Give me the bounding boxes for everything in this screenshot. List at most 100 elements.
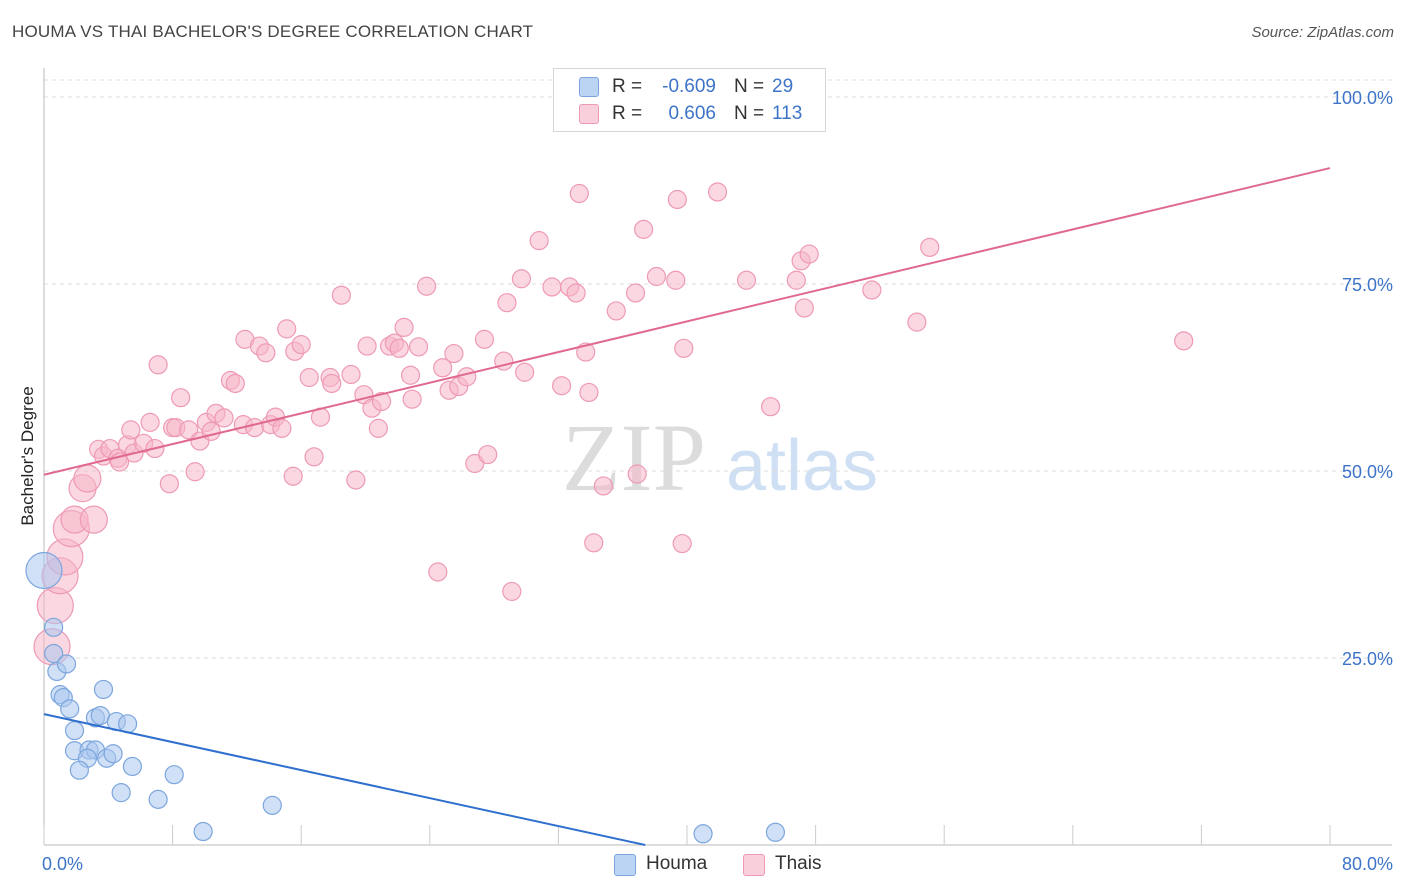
thai-point <box>646 266 667 287</box>
trend-lines <box>43 167 1331 846</box>
thai-point <box>579 382 599 403</box>
n-label: N = <box>734 103 765 124</box>
thai-point <box>140 412 160 432</box>
thai-point <box>625 283 646 303</box>
thai-point <box>474 329 495 349</box>
houma-point <box>93 679 114 700</box>
thai-point <box>707 182 728 202</box>
thai-point <box>400 365 421 385</box>
houma-point <box>60 699 80 719</box>
thai-point <box>272 418 292 438</box>
thai-point <box>672 533 692 554</box>
houma-point <box>693 824 713 844</box>
thai-point <box>304 447 324 467</box>
legend-row-thai: R = 0.606 N = 113 <box>554 100 825 126</box>
thai-point <box>457 367 477 387</box>
thai-point <box>569 183 589 204</box>
y-tick-label: 100.0% <box>1332 88 1393 108</box>
thai-point <box>428 562 448 582</box>
thai-point <box>786 270 806 290</box>
thai-point <box>1174 331 1194 351</box>
chart-title: HOUMA VS THAI BACHELOR'S DEGREE CORRELAT… <box>12 22 534 41</box>
thai-point <box>341 364 361 385</box>
n-value: 29 <box>772 76 794 97</box>
thai-point <box>674 338 694 358</box>
thai-point <box>185 462 205 482</box>
houma-point <box>103 744 123 764</box>
x-tick-label: 0.0% <box>42 854 83 874</box>
thai-point <box>322 373 342 394</box>
thai-point <box>433 358 453 378</box>
thai-point <box>79 505 108 534</box>
houma-point <box>111 783 131 803</box>
n-value: 113 <box>772 103 803 124</box>
thai-point <box>368 418 388 438</box>
thai-point <box>201 421 221 441</box>
thai-point <box>736 270 757 290</box>
houma-point <box>64 720 85 741</box>
r-value: 0.606 <box>668 103 716 124</box>
thai-point <box>357 336 377 356</box>
thai-point <box>171 388 191 408</box>
thai-point <box>214 408 234 428</box>
thai-swatch <box>743 854 765 876</box>
thai-point <box>584 533 604 553</box>
thai-point <box>394 317 414 337</box>
thai-point <box>920 237 940 257</box>
y-tick-label: 25.0% <box>1342 649 1393 669</box>
thai-point <box>346 470 366 490</box>
y-tick-label: 50.0% <box>1342 462 1393 482</box>
houma-swatch <box>614 854 636 876</box>
thai-point <box>497 293 517 313</box>
watermark-zip: ZIP <box>562 404 706 511</box>
thai-point <box>515 362 535 382</box>
thai-point <box>633 219 654 239</box>
thai-point <box>529 231 549 251</box>
houma-point <box>90 705 110 726</box>
series-legend: Houma Thais <box>0 852 1406 878</box>
thai-point <box>566 283 586 303</box>
x-tick-label: 80.0% <box>1342 854 1393 874</box>
thai-point <box>121 420 141 440</box>
thai-point <box>299 367 319 388</box>
thai-point <box>552 376 572 396</box>
houma-point <box>262 795 282 815</box>
thai-point <box>799 244 819 264</box>
legend-row-houma: R = -0.609 N = 29 <box>554 73 825 99</box>
houma-point <box>193 821 213 842</box>
y-axis-label: Bachelor's Degree <box>18 386 37 525</box>
thai-trend-line <box>43 167 1331 476</box>
thai-swatch <box>579 104 599 124</box>
thai-point <box>277 319 297 339</box>
y-tick-label: 75.0% <box>1342 275 1393 295</box>
thai-point <box>627 464 647 484</box>
houma-points <box>25 551 786 844</box>
thai-point <box>444 343 464 364</box>
legend-label: Thais <box>775 853 822 874</box>
tick-labels: 25.0% 50.0% 75.0% 100.0% 0.0% 80.0% <box>42 88 1393 874</box>
thai-point <box>291 334 311 355</box>
houma-point <box>56 654 77 674</box>
watermark-atlas: atlas <box>726 426 878 506</box>
r-label: R = <box>612 103 643 124</box>
thai-point <box>148 355 168 375</box>
thai-point <box>907 312 927 332</box>
thai-point <box>511 269 532 289</box>
houma-point <box>44 617 64 637</box>
thai-point <box>502 581 522 602</box>
thai-point <box>593 476 614 496</box>
thai-point <box>159 474 179 494</box>
thai-point <box>283 466 303 486</box>
houma-point <box>148 789 168 809</box>
thai-point <box>666 270 686 290</box>
thai-point <box>794 298 814 318</box>
thai-point <box>408 337 429 357</box>
thai-point <box>416 276 437 296</box>
thai-points <box>33 182 1194 666</box>
axes <box>43 68 1392 846</box>
thai-point <box>331 285 351 305</box>
thai-point <box>667 189 687 210</box>
thai-point <box>244 418 265 438</box>
legend-label: Houma <box>646 853 708 874</box>
